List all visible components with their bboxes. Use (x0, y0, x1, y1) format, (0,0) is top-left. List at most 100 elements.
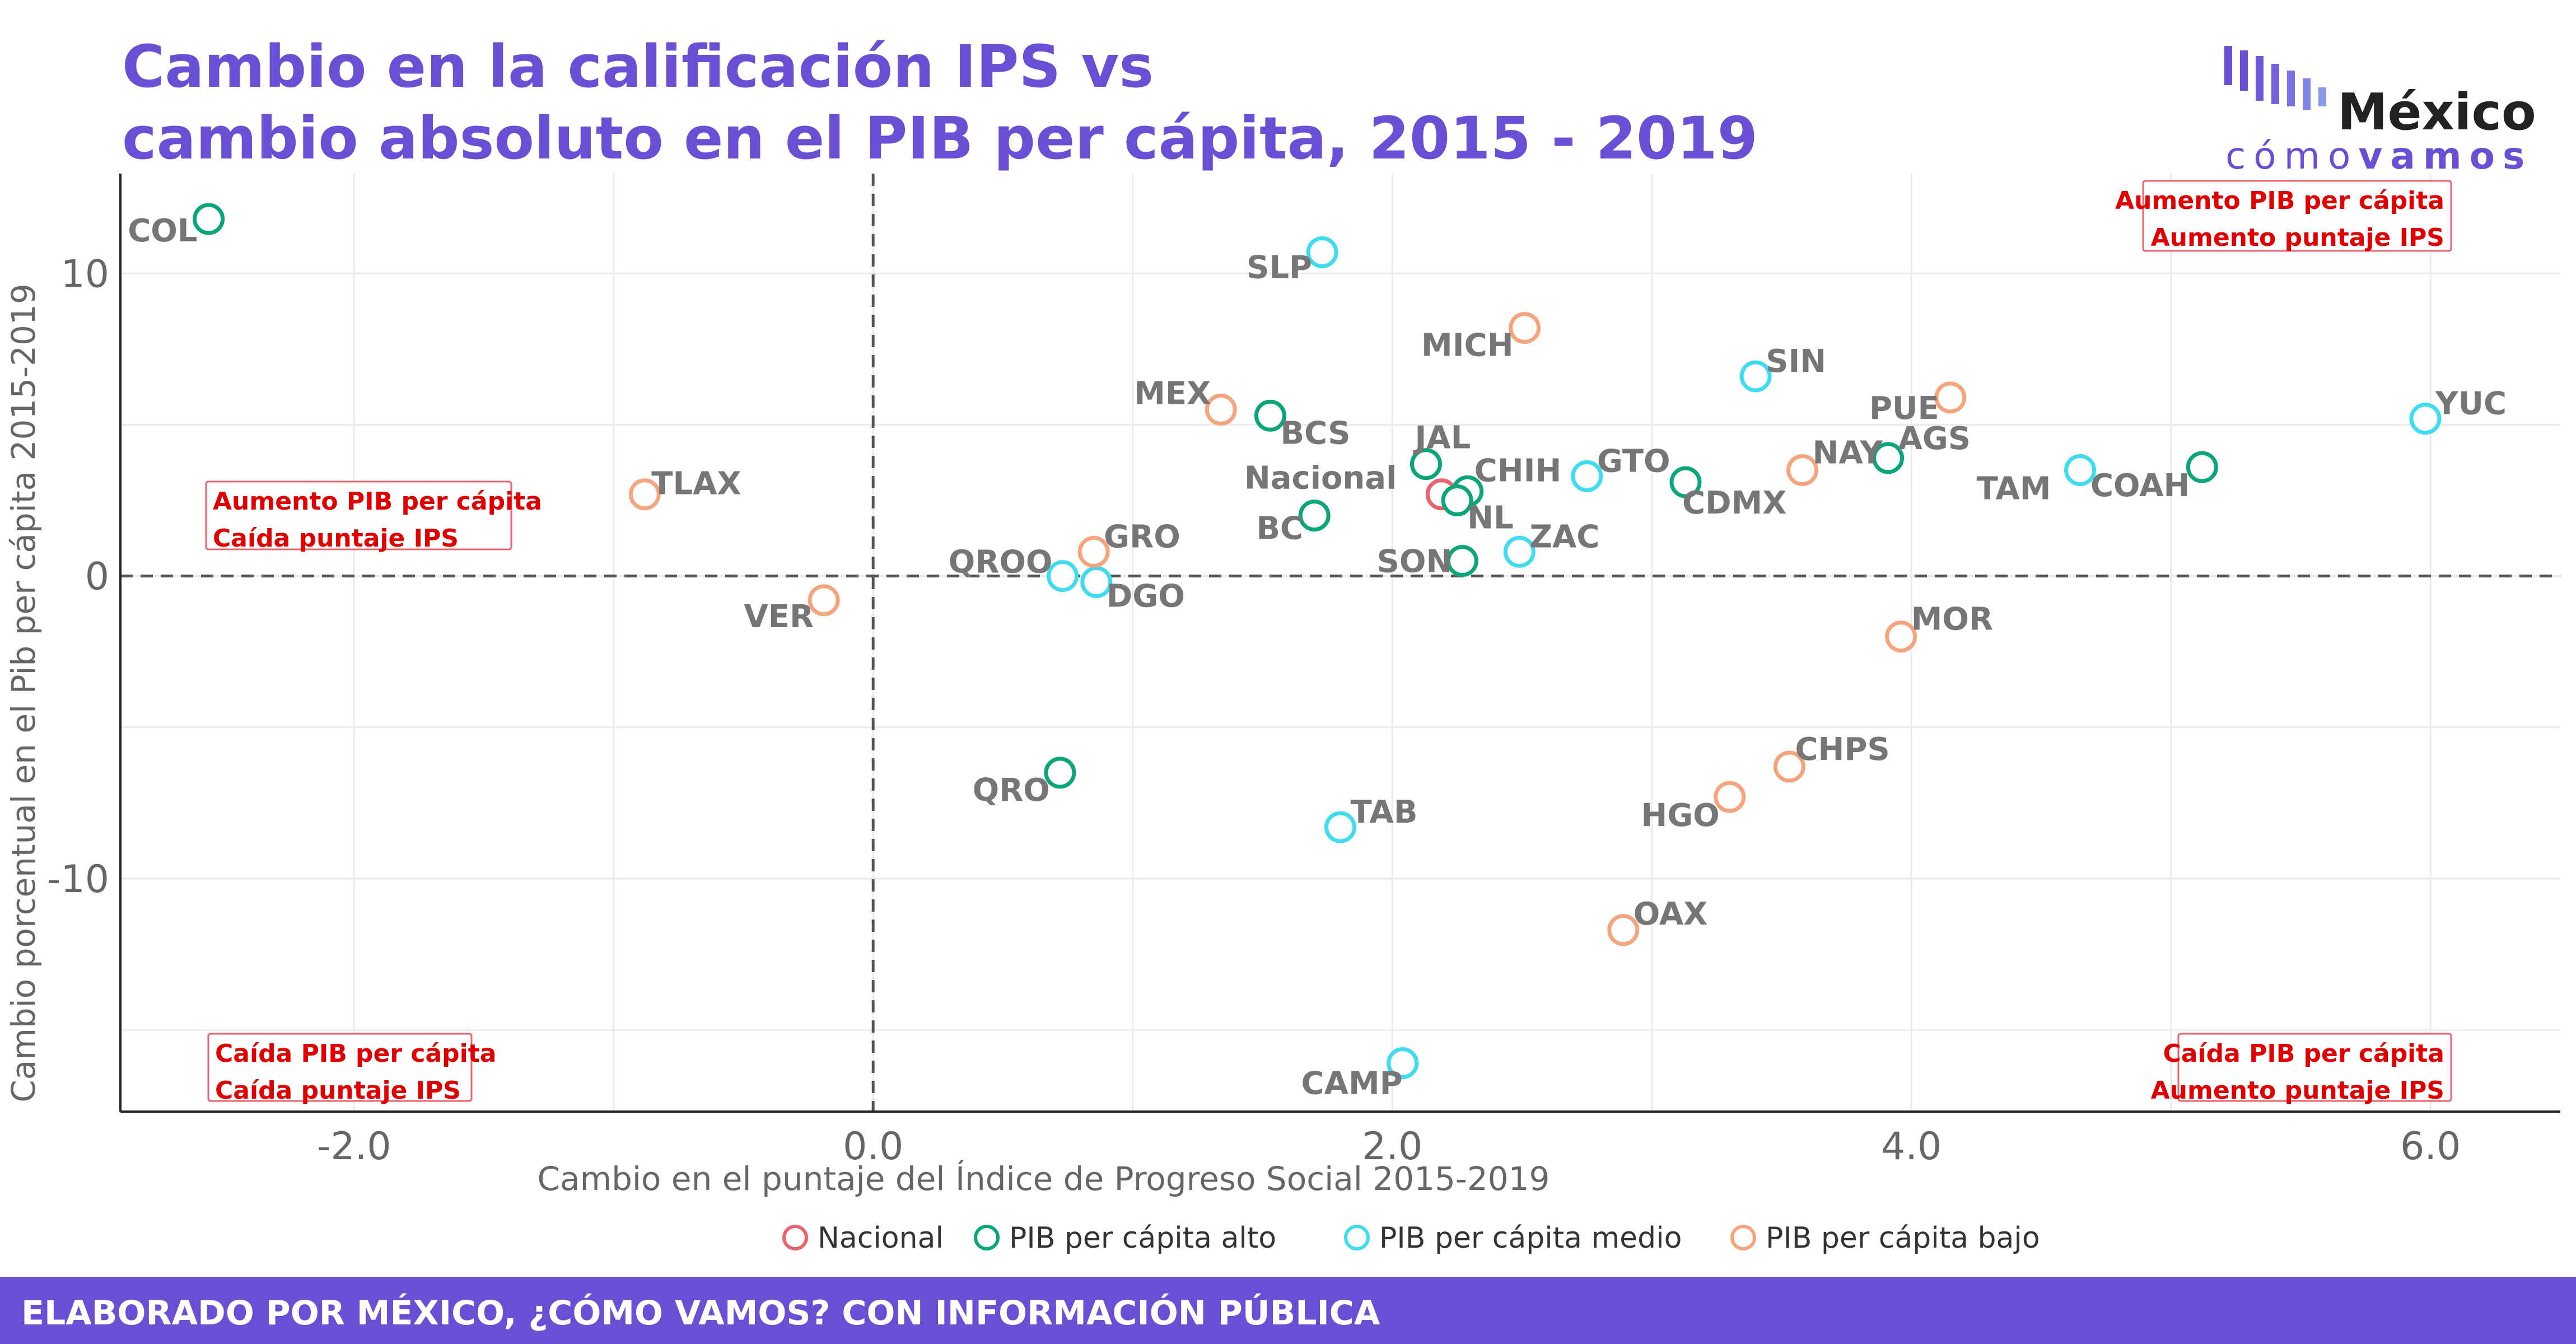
point-label-ags: AGS (1898, 421, 1971, 457)
point-label-col: COL (128, 213, 197, 249)
legend-marker (974, 1225, 1000, 1250)
point-label-camp: CAMP (1301, 1066, 1403, 1102)
point-label-mor: MOR (1911, 601, 1993, 638)
point-label-bcs: BCS (1280, 415, 1350, 451)
point-label-slp: SLP (1247, 249, 1312, 286)
point-bcs (1254, 399, 1286, 432)
legend-marker (1344, 1225, 1370, 1250)
annotation-box (2142, 180, 2452, 252)
point-chih (1452, 475, 1484, 507)
legend-label: PIB per cápita bajo (1766, 1221, 2040, 1255)
point-label-chps: CHPS (1795, 731, 1889, 768)
data-points (193, 203, 2442, 1080)
point-tlax (628, 478, 661, 511)
x-tick-label: 0.0 (843, 1124, 903, 1169)
annotation-text: Aumento puntaje IPS (2151, 1076, 2444, 1105)
x-tick-label: 4.0 (1881, 1124, 1942, 1169)
point-label-bc: BC (1256, 511, 1303, 547)
footer-credit: ELABORADO POR MÉXICO, ¿CÓMO VAMOS? CON I… (21, 1294, 1380, 1333)
annotation-text: Caída puntaje IPS (215, 1076, 461, 1105)
point-label-coah: COAH (2090, 468, 2190, 504)
point-label-pue: PUE (1869, 390, 1939, 427)
point-pue (1934, 381, 1967, 414)
point-ags (1872, 442, 1905, 474)
point-label-zac: ZAC (1529, 519, 1599, 555)
x-tick-label: -2.0 (317, 1124, 391, 1169)
legend-label: PIB per cápita medio (1379, 1221, 1682, 1255)
reference-lines (120, 174, 2560, 1112)
footer-banner: ELABORADO POR MÉXICO, ¿CÓMO VAMOS? CON I… (0, 1277, 2576, 1344)
legend: Nacional PIB per cápita alto PIB per cápit… (782, 1221, 2040, 1255)
y-axis-title: Cambio porcentual en el Pib per cápita 2… (4, 283, 43, 1102)
point-label-qro: QRO (973, 772, 1050, 809)
point-tab (1324, 811, 1356, 843)
point-label-gro: GRO (1104, 519, 1180, 555)
point-gto (1571, 460, 1603, 492)
point-label-tab: TAB (1351, 794, 1418, 830)
logo-tagline-light: cómo (2225, 134, 2359, 178)
annotation-text: Aumento PIB per cápita (213, 487, 542, 516)
chart-title: Cambio en la calificación IPS vs cambio … (122, 31, 1758, 174)
annotation-text: Caída puntaje IPS (213, 524, 459, 553)
point-gro (1077, 535, 1110, 568)
quadrant-annotation-top-right: Aumento PIB per cápita Aumento puntaje IP… (2115, 180, 2452, 252)
legend-label: Nacional (818, 1221, 944, 1255)
point-jal (1410, 448, 1442, 480)
legend-item: PIB per cápita alto (974, 1221, 1276, 1255)
point-qroo (1047, 560, 1079, 592)
point-label-son: SON (1377, 544, 1453, 580)
point-label-ver: VER (744, 599, 814, 635)
point-label-dgo: DGO (1107, 578, 1185, 614)
annotation-text: Aumento PIB per cápita (2115, 186, 2444, 215)
chart-title-line-1: Cambio en la calificación IPS vs (122, 32, 1154, 101)
point-label-qroo: QROO (949, 544, 1053, 581)
logo-name: México (2337, 83, 2536, 142)
point-nay (1786, 454, 1819, 487)
point-cdmx (1669, 466, 1702, 498)
legend-marker (1730, 1225, 1756, 1250)
point-label-sin: SIN (1766, 343, 1826, 380)
point-label-oax: OAX (1634, 896, 1708, 932)
quadrant-annotation-bottom-right: Caída PIB per cápita Aumento puntaje IPS (2151, 1033, 2452, 1105)
annotation-box (2177, 1033, 2452, 1102)
y-tick-label: -10 (47, 857, 109, 902)
point-slp (1306, 236, 1338, 268)
annotation-box (205, 480, 512, 550)
point-chps (1773, 750, 1805, 783)
y-tick-label: 0 (85, 555, 109, 599)
legend-item: PIB per cápita bajo (1730, 1221, 2040, 1255)
point-label-nay: NAY (1813, 435, 1884, 472)
point-zac (1503, 535, 1536, 568)
legend-label: PIB per cápita alto (1009, 1221, 1276, 1255)
point-label-tam: TAM (1977, 471, 2051, 507)
point-label-hgo: HGO (1641, 797, 1719, 834)
annotation-text: Caída PIB per cápita (215, 1039, 496, 1068)
legend-item: Nacional (782, 1221, 944, 1255)
point-nacional (1425, 478, 1458, 511)
point-mich (1509, 312, 1541, 344)
point-label-jal: JAL (1412, 420, 1471, 456)
point-camp (1387, 1047, 1419, 1080)
point-son (1446, 545, 1478, 577)
point-nl (1441, 484, 1473, 517)
point-sin (1739, 360, 1772, 393)
axes: -2.0 0.0 2.0 4.0 6.0 -10 0 10 Cambio en el punta… (4, 174, 2560, 1198)
x-axis-title: Cambio en el puntaje del Índice de Progr… (538, 1159, 1550, 1198)
bars-logo-icon (2224, 46, 2326, 110)
point-tam (2064, 454, 2097, 487)
point-coah (2186, 451, 2218, 483)
logo-tagline-bold: vamos (2358, 134, 2533, 178)
point-label-mich: MICH (1421, 328, 1514, 364)
point-label-nacional: Nacional (1244, 460, 1397, 497)
point-label-tlax: TLAX (651, 466, 741, 502)
point-oax (1607, 914, 1640, 946)
grid-lines (120, 174, 2560, 1112)
logo-tagline: cómovamos (2225, 134, 2532, 178)
x-tick-label: 2.0 (1362, 1124, 1422, 1169)
x-tick-label: 6.0 (2400, 1124, 2461, 1169)
point-label-chih: CHIH (1474, 452, 1562, 489)
point-qro (1044, 757, 1076, 789)
legend-item: PIB per cápita medio (1344, 1221, 1682, 1255)
